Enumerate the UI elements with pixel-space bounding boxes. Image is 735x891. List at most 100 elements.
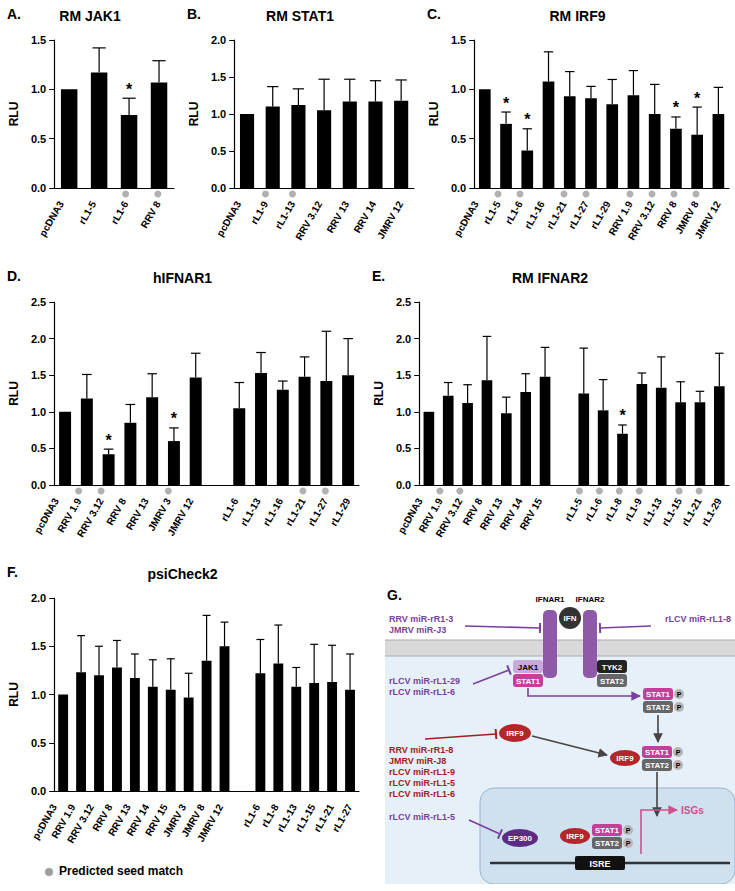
svg-text:IFNAR1: IFNAR1	[536, 595, 565, 604]
svg-text:JMRV 12: JMRV 12	[375, 199, 405, 241]
svg-text:A.: A.	[7, 6, 21, 22]
svg-text:RLU: RLU	[372, 381, 386, 406]
svg-text:IRF9: IRF9	[566, 832, 584, 841]
svg-text:*: *	[673, 99, 680, 116]
svg-text:2.0: 2.0	[31, 592, 46, 604]
svg-text:rL1-29: rL1-29	[699, 496, 724, 528]
svg-text:RLU: RLU	[7, 102, 21, 127]
svg-text:RRV miR-rR1-3: RRV miR-rR1-3	[389, 614, 453, 624]
svg-text:STAT2: STAT2	[595, 839, 620, 848]
svg-text:1.5: 1.5	[31, 640, 46, 652]
svg-text:rL1-13: rL1-13	[273, 199, 298, 231]
svg-text:pcDNA3: pcDNA3	[37, 199, 66, 239]
svg-text:ISRE: ISRE	[589, 859, 610, 869]
svg-text:rL1-16: rL1-16	[522, 199, 547, 231]
svg-text:rL1-8: rL1-8	[602, 496, 624, 523]
svg-text:rL1-5: rL1-5	[481, 199, 503, 226]
svg-text:JMRV 12: JMRV 12	[195, 802, 225, 844]
svg-text:ISGs: ISGs	[681, 805, 704, 816]
svg-text:0.0: 0.0	[396, 479, 411, 491]
svg-text:1.0: 1.0	[31, 689, 46, 701]
svg-text:rL1-6: rL1-6	[109, 199, 131, 226]
svg-text:rLCV miR-rL1-5: rLCV miR-rL1-5	[389, 778, 455, 788]
svg-text:JMRV miR-J3: JMRV miR-J3	[389, 625, 446, 635]
svg-text:rL1-5: rL1-5	[76, 199, 98, 226]
svg-text:STAT1: STAT1	[646, 690, 671, 699]
svg-text:rLCV miR-rL1-9: rLCV miR-rL1-9	[389, 767, 455, 777]
svg-text:0.5: 0.5	[211, 145, 226, 157]
svg-text:0.5: 0.5	[31, 133, 46, 145]
svg-text:rL1-6: rL1-6	[219, 496, 241, 523]
svg-text:rLCV miR-rL1-5: rLCV miR-rL1-5	[389, 812, 455, 822]
svg-text:JAK1: JAK1	[518, 663, 539, 672]
svg-text:*: *	[524, 111, 531, 128]
svg-text:psiCheck2: psiCheck2	[147, 566, 217, 582]
svg-text:IFNAR2: IFNAR2	[576, 595, 605, 604]
svg-text:EP300: EP300	[508, 834, 533, 843]
svg-text:*: *	[694, 90, 701, 107]
svg-text:IRF9: IRF9	[616, 754, 634, 763]
svg-text:JMRV 12: JMRV 12	[693, 199, 723, 241]
svg-text:P: P	[676, 749, 681, 756]
svg-text:STAT1: STAT1	[516, 677, 541, 686]
svg-text:rLCV miR-rL1-8: rLCV miR-rL1-8	[665, 614, 731, 624]
svg-text:*: *	[126, 81, 133, 98]
svg-text:RRV 15: RRV 15	[517, 496, 544, 532]
svg-text:1.5: 1.5	[451, 34, 466, 46]
svg-text:pcDNA3: pcDNA3	[214, 199, 243, 239]
svg-text:2.0: 2.0	[211, 34, 226, 46]
svg-text:*: *	[503, 95, 510, 112]
svg-text:STAT2: STAT2	[645, 761, 670, 770]
svg-text:1.0: 1.0	[396, 406, 411, 418]
svg-text:0.5: 0.5	[451, 133, 466, 145]
svg-text:IRF9: IRF9	[506, 729, 524, 738]
svg-text:RM IRF9: RM IRF9	[550, 8, 606, 24]
svg-text:1.0: 1.0	[31, 83, 46, 95]
svg-text:STAT2: STAT2	[646, 703, 671, 712]
svg-text:rL1-6: rL1-6	[503, 199, 525, 226]
svg-text:RLU: RLU	[187, 102, 201, 127]
svg-text:rL1-27: rL1-27	[566, 199, 591, 231]
svg-text:0.0: 0.0	[451, 182, 466, 194]
svg-text:RRV 3.12: RRV 3.12	[75, 496, 106, 539]
svg-text:STAT1: STAT1	[595, 826, 620, 835]
svg-text:0.5: 0.5	[396, 442, 411, 454]
svg-text:rL1-5: rL1-5	[562, 496, 584, 523]
svg-text:0.5: 0.5	[31, 442, 46, 454]
svg-text:1.0: 1.0	[31, 406, 46, 418]
svg-text:C.: C.	[427, 6, 441, 22]
svg-text:RM STAT1: RM STAT1	[266, 8, 334, 24]
svg-text:P: P	[677, 704, 682, 711]
svg-text:0.5: 0.5	[31, 737, 46, 749]
svg-text:JMRV 12: JMRV 12	[165, 496, 195, 538]
svg-text:rL1-13: rL1-13	[238, 496, 263, 528]
svg-text:rL1-21: rL1-21	[283, 496, 308, 528]
svg-text:rL1-6: rL1-6	[240, 802, 262, 829]
svg-text:rL1-6: rL1-6	[582, 496, 604, 523]
svg-text:RRV 13: RRV 13	[324, 199, 351, 235]
svg-text:hIFNAR1: hIFNAR1	[153, 270, 212, 286]
svg-text:RRV miR-rR1-8: RRV miR-rR1-8	[389, 745, 453, 755]
svg-text:RRV 3.12: RRV 3.12	[434, 496, 465, 539]
svg-text:rLCV miR-rL1-6: rLCV miR-rL1-6	[389, 687, 455, 697]
svg-text:G.: G.	[387, 588, 402, 603]
svg-text:RRV 8: RRV 8	[138, 199, 162, 230]
svg-text:P: P	[677, 691, 682, 698]
svg-text:RLU: RLU	[427, 102, 441, 127]
svg-text:RM JAK1: RM JAK1	[59, 8, 121, 24]
svg-text:D.: D.	[7, 268, 21, 284]
svg-text:0.0: 0.0	[31, 479, 46, 491]
svg-text:RLU: RLU	[7, 682, 21, 707]
svg-text:P: P	[626, 840, 631, 847]
svg-text:1.5: 1.5	[211, 71, 226, 83]
svg-text:RRV 8: RRV 8	[104, 496, 128, 527]
svg-text:STAT1: STAT1	[645, 748, 670, 757]
svg-text:2.5: 2.5	[396, 296, 411, 308]
svg-text:rL1-21: rL1-21	[544, 199, 569, 231]
svg-text:1.0: 1.0	[451, 83, 466, 95]
svg-text:1.5: 1.5	[396, 369, 411, 381]
svg-text:2.5: 2.5	[31, 296, 46, 308]
svg-text:E.: E.	[372, 268, 385, 284]
svg-text:0.0: 0.0	[31, 182, 46, 194]
svg-text:RM IFNAR2: RM IFNAR2	[512, 270, 588, 286]
